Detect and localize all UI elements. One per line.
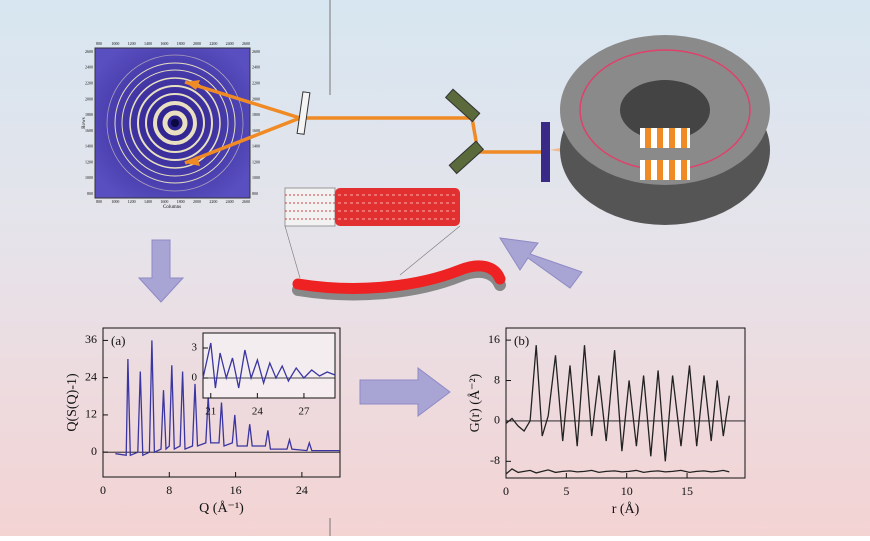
detector-tick-label: 1200 <box>128 41 136 46</box>
detector-tick-label: 2200 <box>209 41 217 46</box>
detector-tick-label: 800 <box>87 191 93 196</box>
detector-image <box>95 48 250 198</box>
panel-label: (a) <box>111 333 125 348</box>
nanotube <box>285 188 460 226</box>
detector-tick-label: 1800 <box>85 112 93 117</box>
x-tick-label: 27 <box>298 406 310 418</box>
detector-tick-label: 2600 <box>242 199 250 204</box>
x-axis-label: Q (Å⁻¹) <box>199 500 244 516</box>
x-tick-label: 15 <box>681 484 693 498</box>
detector-tick-label: 2000 <box>85 96 93 101</box>
y-tick-label: 36 <box>85 332 97 346</box>
y-tick-label: 0 <box>91 444 97 458</box>
detector-tick-label: 800 <box>96 41 102 46</box>
x-axis-label: r (Å) <box>612 501 640 517</box>
y-tick-label: 12 <box>85 407 97 421</box>
y-tick-label: 3 <box>192 342 198 354</box>
panel-label: (b) <box>514 333 529 348</box>
detector-tick-label: 1600 <box>160 199 168 204</box>
detector-tick-label: 2400 <box>226 199 234 204</box>
detector-tick-label: 800 <box>252 191 258 196</box>
x-tick-label: 5 <box>563 484 569 498</box>
x-tick-label: 0 <box>100 483 106 497</box>
synchrotron-ring <box>560 35 770 225</box>
detector-tick-label: 1000 <box>85 175 93 180</box>
detector-tick-label: 2400 <box>252 65 260 70</box>
detector-tick-label: 800 <box>96 199 102 204</box>
detector-tick-label: 2400 <box>85 65 93 70</box>
detector-tick-label: 2000 <box>193 199 201 204</box>
slit <box>541 122 550 182</box>
detector-tick-label: 1600 <box>252 128 260 133</box>
detector-tick-label: 1200 <box>128 199 136 204</box>
detector-tick-label: 1200 <box>252 159 260 164</box>
detector-tick-label: 2600 <box>252 49 260 54</box>
x-tick-label: 10 <box>621 484 633 498</box>
detector-tick-label: 1600 <box>160 41 168 46</box>
detector-tick-label: 1400 <box>85 144 93 149</box>
detector-tick-label: 2000 <box>252 96 260 101</box>
detector-ylabel: Rows <box>82 117 87 128</box>
detector-tick-label: 2200 <box>85 80 93 85</box>
x-tick-label: 16 <box>230 483 242 497</box>
detector-tick-label: 2600 <box>85 49 93 54</box>
detector-tick-label: 1000 <box>252 175 260 180</box>
detector-tick-label: 1400 <box>252 144 260 149</box>
y-tick-label: 16 <box>488 332 500 346</box>
detector-tick-label: 2600 <box>242 41 250 46</box>
detector-xlabel: Columns <box>163 205 181 210</box>
detector-tick-label: 1800 <box>252 112 260 117</box>
y-tick-label: 0 <box>494 413 500 427</box>
detector-tick-label: 1800 <box>177 41 185 46</box>
detector-tick-label: 2400 <box>226 41 234 46</box>
y-tick-label: 8 <box>494 372 500 386</box>
y-axis-label: Q(S(Q)-1) <box>65 373 80 432</box>
figure: 8008001000100012001200140014001600160018… <box>0 0 870 536</box>
x-tick-label: 21 <box>205 406 216 418</box>
x-tick-label: 24 <box>296 483 308 497</box>
x-tick-label: 8 <box>166 483 172 497</box>
y-tick-label: 0 <box>192 372 198 384</box>
detector-tick-label: 1400 <box>144 41 152 46</box>
x-tick-label: 24 <box>252 406 264 418</box>
detector-tick-label: 1400 <box>144 199 152 204</box>
detector-tick-label: 2000 <box>193 41 201 46</box>
detector-tick-label: 1800 <box>177 199 185 204</box>
y-tick-label: 24 <box>85 369 97 383</box>
x-tick-label: 0 <box>503 484 509 498</box>
detector-tick-label: 1200 <box>85 159 93 164</box>
detector-tick-label: 2200 <box>252 80 260 85</box>
detector-tick-label: 2200 <box>209 199 217 204</box>
y-axis-label: G(r) (Å⁻²) <box>467 373 483 432</box>
detector-tick-label: 1000 <box>111 199 119 204</box>
y-tick-label: -8 <box>490 453 500 467</box>
detector-tick-label: 1000 <box>111 41 119 46</box>
